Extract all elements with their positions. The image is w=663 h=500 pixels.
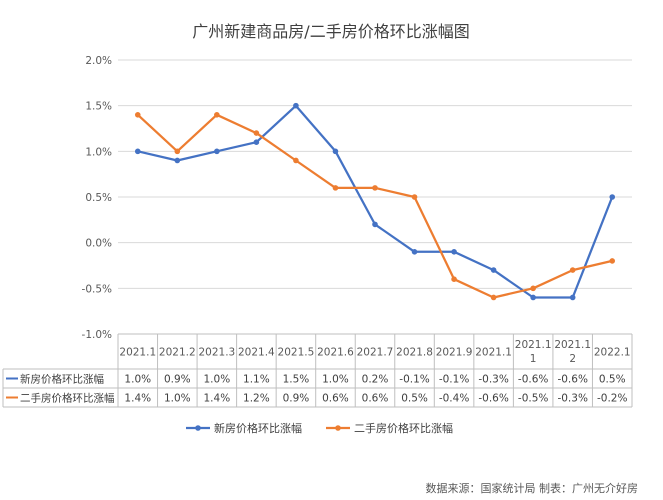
x-category-label: 2021.1 2: [554, 339, 591, 365]
series-line: [136, 113, 614, 299]
data-point: [490, 267, 497, 273]
y-tick-label: 1.5%: [85, 101, 112, 113]
data-table: 2021.1 2021.2 2021.3 2021.4 2021.5 2021.6 2021…: [2, 333, 633, 408]
x-category-label: 2021.8: [396, 347, 433, 359]
data-point: [609, 258, 616, 264]
data-label: -0.3%: [557, 393, 587, 405]
data-label: -0.2%: [597, 393, 627, 405]
data-point: [411, 194, 418, 200]
data-label: 0.6%: [362, 393, 389, 405]
data-point: [174, 148, 181, 155]
data-label: -0.6%: [478, 393, 508, 405]
x-category-label: 2021.1 1: [515, 339, 552, 365]
y-tick-label: -1.0%: [82, 329, 112, 341]
y-tick-label: 2.0%: [85, 55, 112, 67]
data-label: -0.6%: [557, 374, 587, 386]
data-point: [609, 194, 616, 200]
data-point: [134, 148, 141, 155]
data-point: [451, 249, 457, 255]
legend-label: 新房价格环比涨幅: [214, 421, 302, 435]
data-point: [372, 221, 378, 228]
data-label: 1.2%: [243, 393, 270, 405]
data-point: [332, 148, 339, 155]
gridlines: [118, 59, 632, 335]
y-tick-label: 0.0%: [85, 238, 112, 250]
y-tick-label: 1.0%: [85, 146, 112, 158]
data-point: [134, 112, 141, 118]
data-label: -0.1%: [399, 374, 429, 386]
x-category-label: 2021.7: [357, 347, 394, 359]
data-label: 0.2%: [362, 374, 389, 386]
series-lines: [134, 102, 616, 301]
data-point: [451, 276, 457, 283]
data-label: -0.6%: [518, 374, 548, 386]
data-point: [530, 285, 536, 292]
data-point: [569, 267, 576, 273]
x-category-label: 2021.6: [317, 347, 354, 359]
data-label: 0.5%: [401, 393, 428, 405]
data-point: [530, 294, 536, 301]
data-label: -0.1%: [439, 374, 469, 386]
chart-title: 广州新建商品房/二手房价格环比涨幅图: [192, 22, 469, 41]
data-label: 1.1%: [243, 374, 270, 386]
table-series-name: 新房价格环比涨幅: [20, 373, 104, 386]
y-tick-label: 0.5%: [85, 192, 112, 204]
data-point: [214, 148, 220, 155]
x-category-label: 2021.5: [278, 347, 315, 359]
data-label: 1.0%: [204, 374, 231, 386]
y-axis-ticks: 2.0% 1.5% 1.0% 0.5% 0.0% -0.5% -1.0%: [82, 55, 112, 341]
data-label: -0.4%: [439, 393, 469, 405]
table-series-name: 二手房价格环比涨幅: [20, 392, 115, 405]
data-point: [411, 249, 418, 255]
data-label: 0.9%: [164, 374, 191, 386]
data-point: [569, 294, 576, 301]
legend-label: 二手房价格环比涨幅: [354, 421, 453, 435]
data-label: 1.4%: [204, 393, 231, 405]
data-label: 0.6%: [322, 393, 349, 405]
series-line: [136, 104, 614, 299]
data-point: [293, 102, 299, 109]
data-label: 0.9%: [283, 393, 310, 405]
y-tick-label: -0.5%: [82, 283, 112, 295]
data-label: 1.5%: [283, 374, 310, 386]
data-point: [293, 157, 299, 164]
x-category-label: 2021.3: [198, 347, 235, 359]
data-point: [174, 157, 181, 164]
source-note: 数据来源：国家统计局 制表：广州无介好房: [426, 481, 639, 495]
legend-marker: [195, 425, 201, 431]
data-label: 1.0%: [164, 393, 191, 405]
data-point: [253, 130, 260, 136]
x-category-label: 2021.1: [119, 347, 156, 359]
data-label: 1.0%: [124, 374, 151, 386]
data-point: [253, 139, 260, 145]
data-point: [490, 294, 497, 301]
data-label: 1.0%: [322, 374, 349, 386]
legend-marker: [335, 425, 341, 431]
data-label: -0.5%: [518, 393, 548, 405]
data-point: [332, 185, 339, 191]
data-point: [372, 185, 378, 191]
data-label: 0.5%: [599, 374, 626, 386]
x-category-label: 2022.1: [594, 347, 631, 359]
x-category-label: 2021.4: [238, 347, 275, 359]
data-point: [214, 112, 220, 118]
legend: 新房价格环比涨幅 二手房价格环比涨幅: [186, 421, 453, 435]
data-label: -0.3%: [478, 374, 508, 386]
x-category-label: 2021.9: [436, 347, 473, 359]
x-category-label: 2021.2: [159, 347, 196, 359]
x-category-label: 2021.1: [475, 347, 512, 359]
data-label: 1.4%: [124, 393, 151, 405]
